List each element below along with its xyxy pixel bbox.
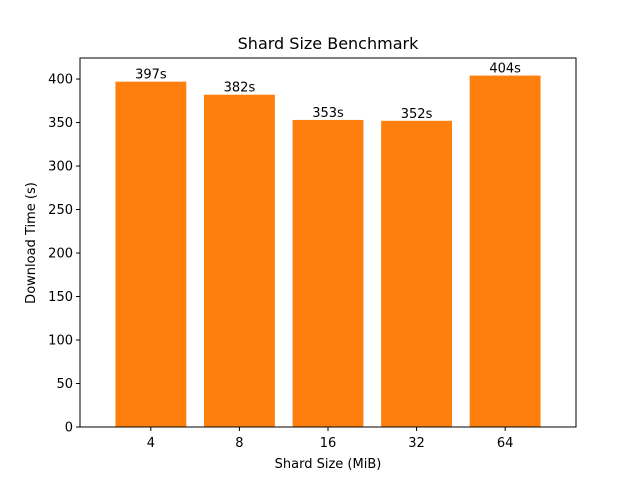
y-tick-label-150: 150 xyxy=(48,290,73,305)
data-label-32: 352s xyxy=(401,107,433,122)
data-label-8: 382s xyxy=(224,81,256,96)
x-tick-label-32: 32 xyxy=(408,436,425,451)
y-axis-label: Download Time (s) xyxy=(24,182,39,304)
chart-title: Shard Size Benchmark xyxy=(238,34,419,53)
x-tick-label-4: 4 xyxy=(147,436,155,451)
x-tick-label-64: 64 xyxy=(497,436,514,451)
bar-4 xyxy=(115,81,187,427)
bar-8 xyxy=(204,94,275,428)
data-labels-layer: 397s 382s 353s 352s 404s xyxy=(135,62,521,122)
bar-64 xyxy=(469,75,541,427)
y-tick-label-300: 300 xyxy=(48,160,73,175)
data-label-4: 397s xyxy=(135,68,167,83)
y-tick-label-50: 50 xyxy=(56,377,73,392)
y-tick-label-200: 200 xyxy=(48,247,73,262)
y-tick-label-400: 400 xyxy=(48,73,73,88)
y-tick-label-0: 0 xyxy=(65,421,73,436)
x-tick-label-8: 8 xyxy=(235,436,243,451)
y-tick-label-350: 350 xyxy=(48,116,73,131)
data-label-16: 353s xyxy=(312,106,344,121)
axes-layer: 4 8 16 32 64 0 50 100 150 200 250 300 350 400 xyxy=(48,57,577,451)
bar-16 xyxy=(292,119,364,428)
data-label-64: 404s xyxy=(489,62,521,77)
plot-frame xyxy=(79,57,577,428)
x-axis-label: Shard Size (MiB) xyxy=(275,457,382,472)
y-tick-label-250: 250 xyxy=(48,203,73,218)
bars-layer xyxy=(115,75,541,428)
bar-32 xyxy=(381,120,452,428)
x-tick-label-16: 16 xyxy=(320,436,337,451)
y-tick-label-100: 100 xyxy=(48,334,73,349)
